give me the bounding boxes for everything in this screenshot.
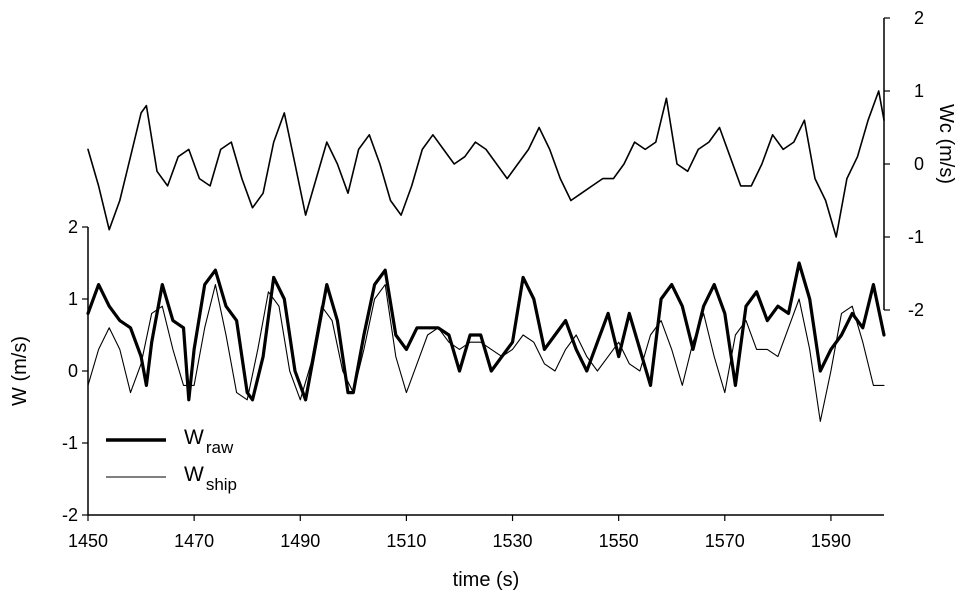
x-tick-label: 1590 [811, 531, 851, 551]
left-tick-label: -1 [62, 433, 78, 453]
x-tick-label: 1470 [174, 531, 214, 551]
left-axis: 2 1 0 -1 -2 [62, 217, 89, 525]
series-layer [86, 90, 886, 422]
right-tick-label: -1 [908, 227, 924, 247]
x-tick-label: 1490 [280, 531, 320, 551]
series-line-wc [87, 90, 885, 238]
x-tick-label: 1510 [386, 531, 426, 551]
x-axis: 1450 1470 1490 1510 1530 1550 1570 1590 [68, 514, 884, 551]
left-tick-label: 2 [68, 217, 78, 237]
x-tick-label: 1550 [599, 531, 639, 551]
right-tick-label: 0 [914, 154, 924, 174]
left-tick-label: -2 [62, 505, 78, 525]
series-line-wship [87, 284, 885, 422]
right-axis-title: Wc (m/s) [935, 104, 956, 184]
right-axis: 2 1 0 -1 -2 [883, 8, 924, 320]
left-axis-title: W (m/s) [9, 336, 31, 406]
left-tick-label: 1 [68, 289, 78, 309]
x-axis-title: time (s) [453, 569, 520, 591]
x-tick-label: 1450 [68, 531, 108, 551]
series-line-wraw [86, 261, 886, 402]
left-tick-label: 0 [68, 361, 78, 381]
x-tick-label: 1530 [493, 531, 533, 551]
x-tick-label: 1570 [705, 531, 745, 551]
right-tick-label: -2 [908, 300, 924, 320]
right-tick-label: 1 [914, 81, 924, 101]
right-tick-label: 2 [914, 8, 924, 28]
